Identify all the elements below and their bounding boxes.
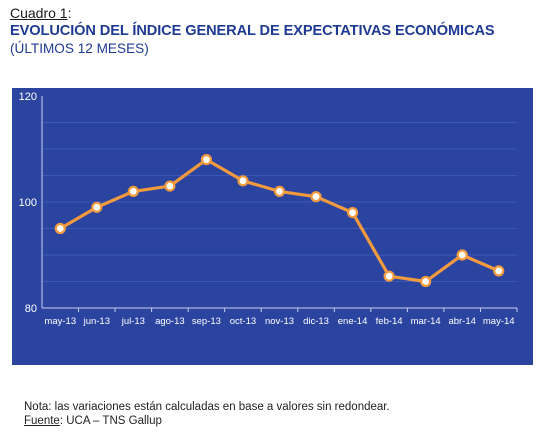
x-tick-label: ago-13 [155,316,185,327]
x-tick-label: jun-13 [83,316,110,327]
x-tick-label: jul-13 [121,316,145,327]
data-point [383,270,395,282]
x-tick-label: sep-13 [192,316,221,327]
x-tick-label: ene-14 [338,316,368,327]
x-tick-label: feb-14 [376,316,403,327]
data-point [310,191,322,203]
source-line: Fuente: UCA – TNS Gallup [24,414,390,428]
data-point [200,153,213,166]
data-point [346,206,359,219]
x-tick-label: dic-13 [303,316,329,327]
x-tick-label: oct-13 [230,316,256,327]
page-subtitle: (ÚLTIMOS 12 MESES) [10,41,149,56]
x-tick-label: may-13 [44,316,76,327]
data-point [420,275,432,288]
line-chart: 80 100 120 may-13 jun-13 jul-13 ago-13 sep-13 oc… [12,88,533,365]
y-tick-label: 120 [19,91,37,103]
x-tick-label: mar-14 [411,316,441,327]
data-point [91,201,103,213]
y-tick-label: 80 [25,303,37,315]
data-point [493,265,505,277]
source-text: : UCA – TNS Gallup [59,415,162,427]
cuadro-label: Cuadro 1 [10,5,68,21]
data-point [273,185,286,198]
x-tick-label: abr-14 [448,316,475,327]
footnote: Nota: las variaciones están calculadas e… [24,400,390,428]
x-tick-label: may-14 [483,316,515,327]
data-point [237,175,249,187]
table-number: Cuadro 1: [10,4,495,22]
cuadro-colon: : [67,5,72,21]
data-point [127,185,139,198]
chart-panel-background [12,88,533,365]
y-tick-label: 100 [19,197,37,209]
x-tick-label: nov-13 [265,316,294,327]
data-point [164,180,176,192]
data-point [456,249,468,261]
page-title: EVOLUCIÓN DEL ÍNDICE GENERAL DE EXPECTAT… [10,23,495,39]
title-block: Cuadro 1: EVOLUCIÓN DEL ÍNDICE GENERAL D… [10,4,495,58]
data-point [54,222,66,235]
source-label: Fuente [24,415,60,427]
note-text: Nota: las variaciones están calculadas e… [24,401,390,413]
